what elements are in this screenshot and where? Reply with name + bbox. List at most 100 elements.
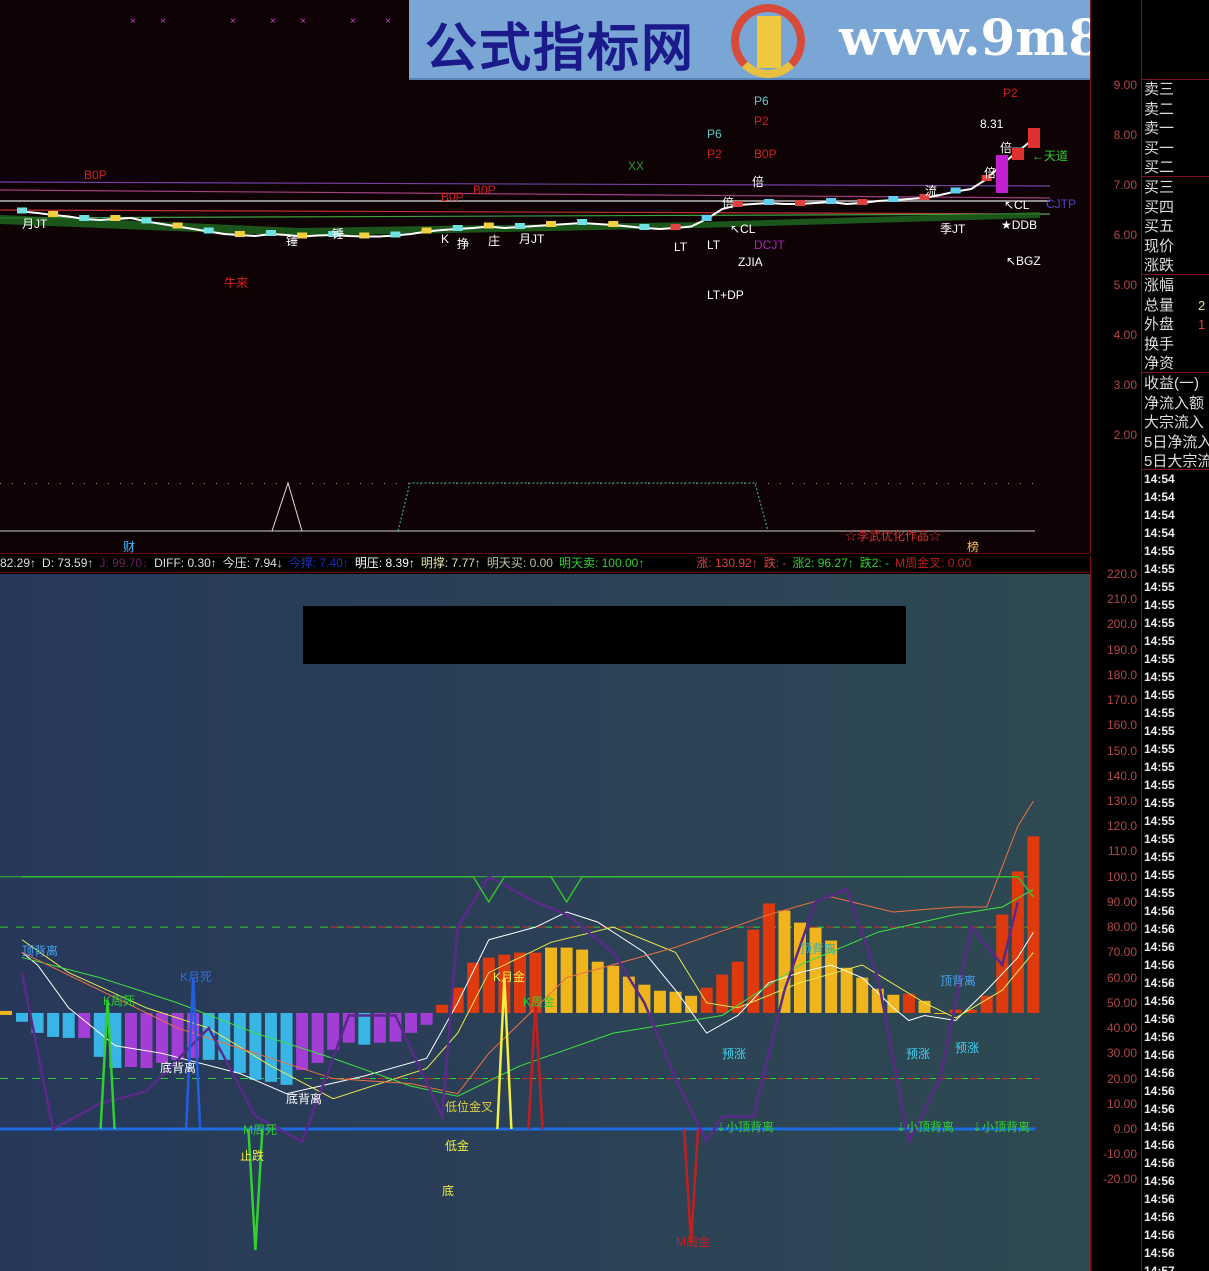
tick-time: 14:56 — [1144, 922, 1175, 936]
dotted-guide — [444, 483, 445, 484]
oscillator-tick-label: 90.00 — [1106, 894, 1137, 909]
dotted-guide — [516, 483, 517, 484]
cross-marker-icon: × — [385, 16, 391, 27]
dotted-guide — [684, 483, 685, 484]
histogram-bar — [233, 1012, 246, 1073]
dotted-guide — [564, 483, 565, 484]
signal-label: 预涨 — [722, 1047, 747, 1061]
tick-time: 14:56 — [1144, 1120, 1175, 1134]
chart-annotation: 庄 — [488, 234, 501, 248]
dotted-guide — [240, 483, 241, 484]
oscillator-tick-label: 0.00 — [1113, 1122, 1137, 1136]
candle — [48, 211, 59, 217]
indicator-line-green — [21, 888, 1034, 1097]
price-chart-canvas: × × × × × × × — [0, 16, 1051, 532]
cross-marker-icon: × — [270, 16, 276, 27]
chart-annotation: ZJIA — [738, 255, 763, 269]
dotted-guide — [624, 483, 625, 484]
dotted-guide — [276, 483, 277, 484]
dotted-guide — [384, 483, 385, 484]
oscillator-tick-label: 10.00 — [1106, 1096, 1137, 1111]
histogram-bar — [840, 967, 853, 1013]
histogram-bar — [1011, 871, 1024, 1013]
indicator-value: DIFF: 0.30↑ — [154, 556, 217, 570]
indicator-value: 82.29↑ — [0, 556, 37, 570]
quote-field-label: 卖一 — [1144, 120, 1175, 138]
tick-time: 14:54 — [1144, 526, 1175, 540]
signal-label: ⇣小顶背离 — [716, 1120, 775, 1134]
price-chart-panel[interactable]: × × × × × × × B0P 月JT 牛来 B0P B0P K 挣庄月JT 锤锤 XX P6 P2 P6 P2… — [0, 0, 1090, 554]
quote-field-label: 卖三 — [1144, 81, 1175, 98]
signal-label: K月死 — [180, 970, 213, 984]
candle — [795, 200, 805, 206]
price-tick-label: 3.00 — [1113, 378, 1137, 392]
histogram-bar — [980, 995, 993, 1013]
histogram-bar — [482, 957, 495, 1013]
dotted-guide — [144, 483, 145, 484]
chart-annotation: B0P — [84, 168, 107, 182]
histogram-bar — [124, 1012, 137, 1067]
indicator-value: 涨2: 96.27↑ — [792, 556, 854, 570]
signal-label: M周死 — [243, 1123, 277, 1137]
redaction-box — [303, 606, 906, 664]
candle — [888, 196, 899, 202]
dotted-guide — [600, 483, 601, 484]
tick-time: 14:55 — [1144, 760, 1175, 774]
oscillator-tick-label: 80.00 — [1106, 920, 1137, 935]
candle — [141, 217, 152, 224]
tick-time: 14:56 — [1144, 1210, 1175, 1224]
candle — [172, 222, 183, 229]
quote-field-label: 涨幅 — [1144, 277, 1175, 294]
dotted-guide — [852, 483, 853, 484]
dotted-guide — [780, 483, 781, 484]
signal-label: 预涨 — [906, 1047, 931, 1061]
chart-annotation: ↖BGZ — [1006, 254, 1041, 268]
logo-seal-icon — [731, 4, 805, 78]
signal-label: 底背离 — [286, 1092, 323, 1106]
dotted-guide — [60, 483, 61, 484]
dotted-guide — [228, 483, 229, 484]
candle — [857, 199, 868, 205]
price-tick-label: 8.00 — [1113, 128, 1137, 142]
indicator-value: 明天买: 0.00 — [486, 556, 553, 570]
histogram-bar — [809, 927, 822, 1013]
chart-annotation: 月JT — [22, 217, 48, 231]
histogram-bar — [405, 1012, 417, 1033]
oscillator-tick-label: 190.0 — [1106, 642, 1137, 657]
dotted-guide — [36, 483, 37, 484]
dotted-guide — [1008, 483, 1009, 484]
tick-time: 14:56 — [1144, 1102, 1175, 1116]
oscillator-tick-label: 30.00 — [1106, 1046, 1137, 1061]
candle — [234, 231, 245, 237]
quote-field-label: 净资 — [1144, 355, 1175, 373]
oscillator-tick-label: 170.0 — [1106, 693, 1137, 708]
tick-time: 14:55 — [1144, 670, 1175, 684]
oscillator-panel[interactable]: 顶背离 K月死 K周死 底背离 底背离 M周死 止跌 低位金叉 低金底 K月金 K周金 顶背离 预涨 预涨… — [0, 574, 1090, 1271]
indicator-value: 今压: 7.94↓ — [222, 556, 283, 570]
chart-annotation: LT — [674, 240, 688, 254]
histogram-bar — [653, 990, 666, 1013]
dotted-guide — [996, 483, 997, 484]
signal-label: K月金 — [493, 970, 526, 984]
dotted-guide — [720, 483, 721, 484]
oscillator-tick-label: 220.0 — [1106, 566, 1137, 581]
quote-field-label: 买一 — [1144, 139, 1175, 157]
candle — [17, 207, 27, 214]
dotted-guide — [528, 483, 529, 484]
signal-label: 顶背离 — [800, 942, 837, 956]
histogram-bar — [327, 1012, 340, 1050]
dotted-guide — [1032, 483, 1033, 484]
oscillator-tick-label: -20.00 — [1102, 1172, 1137, 1187]
histogram-bar — [467, 962, 480, 1013]
dotted-guide — [696, 483, 697, 484]
histogram-bar — [156, 1012, 169, 1063]
quote-field-label: 外盘 — [1144, 316, 1175, 334]
signal-label: 底 — [442, 1184, 455, 1198]
candle — [483, 222, 494, 229]
chart-annotation: XX — [628, 159, 645, 173]
quote-field-label: 收益(一) — [1144, 375, 1199, 392]
candle — [577, 219, 588, 225]
candle — [1028, 128, 1040, 148]
dotted-guide — [360, 483, 361, 484]
histogram-bar — [856, 977, 869, 1013]
